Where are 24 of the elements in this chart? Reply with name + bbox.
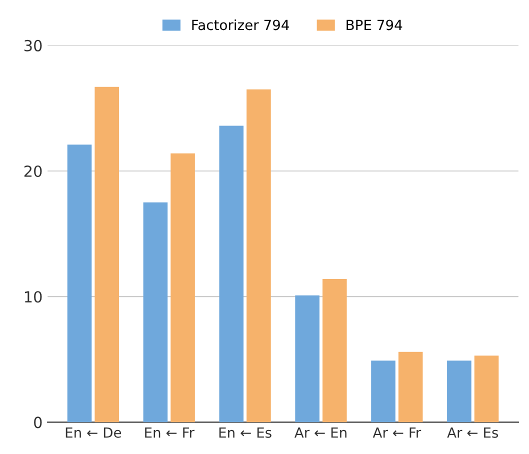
bar [94,86,119,422]
y-tick-label: 30 [24,40,42,52]
bar [474,356,499,422]
bar [371,360,396,422]
x-tick-label: Ar ← Es [447,428,498,438]
x-tick-label: Ar ← Fr [372,428,422,438]
bar [170,153,195,422]
x-tick-label: En ← Es [219,428,272,438]
x-tick-label: Ar ← En [294,428,346,438]
bar [67,144,92,422]
bar [295,295,320,422]
bar [219,126,244,422]
bar [447,360,472,422]
legend-label: BPE 794 [346,20,402,30]
x-tick-label: En ← De [66,428,122,438]
legend-label: Factorizer 794 [192,19,289,30]
y-tick-label: 0 [34,416,42,428]
bar [246,89,271,422]
y-tick-label: 10 [24,291,42,303]
y-tick-label: 20 [24,165,42,178]
x-tick-label: En ← Fr [145,428,194,438]
bar [143,202,168,422]
bar [322,279,347,422]
bar [398,352,423,422]
